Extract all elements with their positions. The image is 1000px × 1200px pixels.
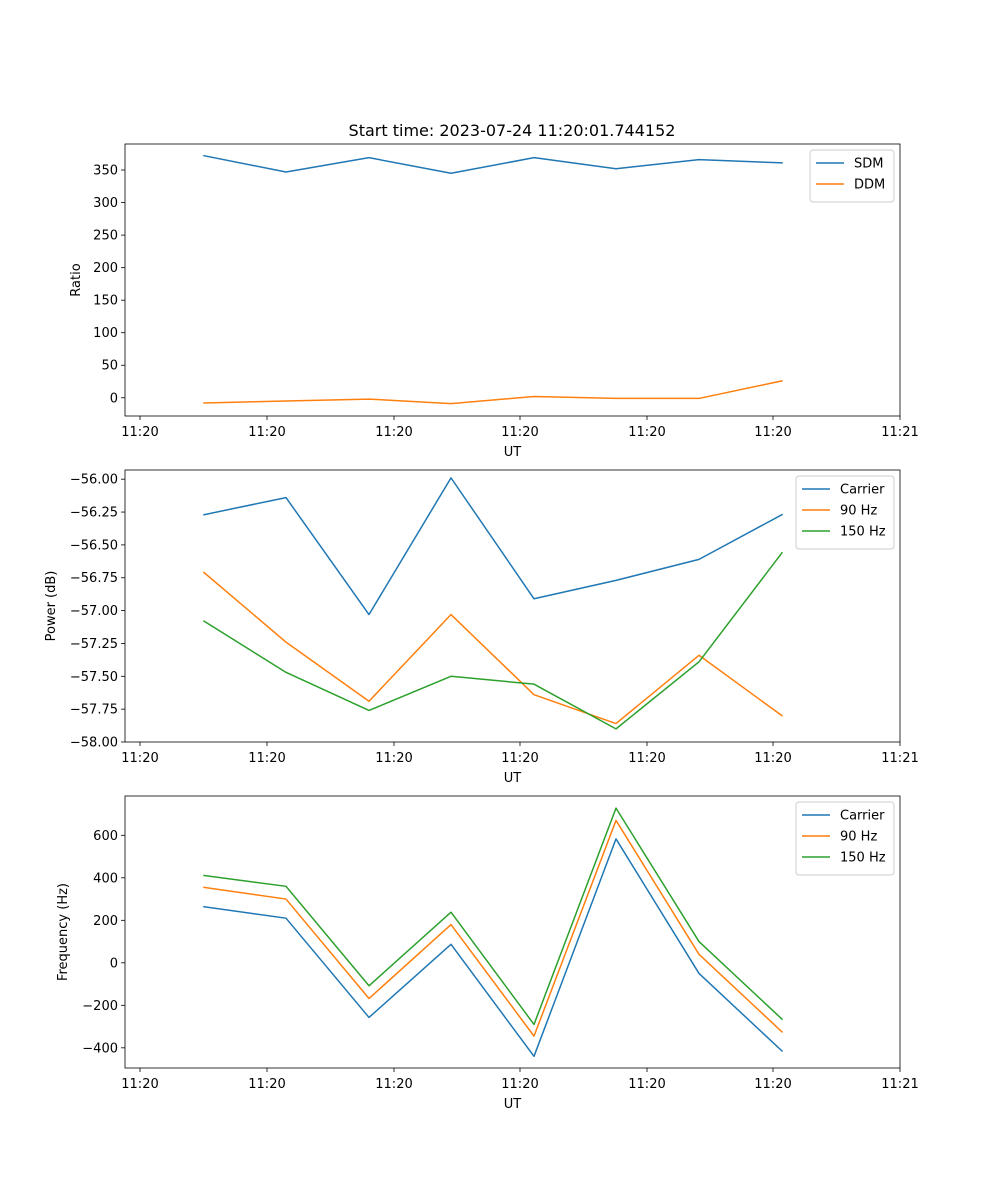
subplot-2: 11:20 11:20 11:20 11:20 11:20 11:20 11:21 −58.0… — [44, 469, 919, 786]
subplots: 11:20 11:20 11:20 11:20 11:20 11:20 11:21 0 50 10… — [44, 143, 919, 1112]
y-tick-label: −56.25 — [70, 506, 118, 521]
y-tick-label: 50 — [101, 359, 118, 374]
x-tick-label: 11:21 — [881, 425, 918, 440]
y-tick-label: 200 — [93, 914, 118, 929]
series-line-sdm — [203, 154, 783, 175]
y-axis-label: Frequency (Hz) — [56, 883, 71, 981]
x-tick-label: 11:20 — [375, 751, 412, 766]
legend-label-carrier: Carrier — [840, 809, 885, 824]
legend-label-carrier: Carrier — [840, 483, 885, 498]
y-tick-label: −56.00 — [70, 473, 118, 488]
x-tick-label: 11:20 — [754, 1077, 791, 1092]
x-tick-label: 11:20 — [248, 425, 285, 440]
x-tick-label: 11:20 — [121, 1077, 158, 1092]
y-tick-label: −57.25 — [70, 637, 118, 652]
x-tick-label: 11:20 — [628, 751, 665, 766]
x-tick-label: 11:20 — [375, 1077, 412, 1092]
y-axis-label: Ratio — [69, 263, 84, 296]
x-tick-label: 11:20 — [628, 1077, 665, 1092]
legend-label-150-hz: 150 Hz — [840, 525, 886, 540]
x-tick-label: 11:21 — [881, 751, 918, 766]
series-line-150-hz — [203, 807, 784, 1026]
legend: SDM DDM — [809, 149, 895, 203]
subplot-3: 11:20 11:20 11:20 11:20 11:20 11:20 11:21 −400 −… — [56, 795, 919, 1112]
legend: Carrier 90 Hz 150 Hz — [795, 801, 895, 876]
y-tick-label: −56.50 — [70, 538, 118, 553]
x-tick-label: 11:20 — [121, 751, 158, 766]
y-tick-label: 0 — [110, 956, 118, 971]
y-tick-label: 300 — [93, 196, 118, 211]
y-tick-label: −57.75 — [70, 703, 118, 718]
legend: Carrier 90 Hz 150 Hz — [795, 475, 895, 550]
series-line-90-hz — [203, 819, 784, 1037]
y-tick-label: 200 — [93, 261, 118, 276]
x-tick-label: 11:20 — [248, 751, 285, 766]
x-axis-label: UT — [504, 771, 522, 786]
y-tick-label: −58.00 — [70, 736, 118, 751]
y-tick-label: 100 — [93, 326, 118, 341]
axes-frame — [124, 143, 901, 417]
series-line-150-hz — [202, 551, 784, 730]
x-tick-label: 11:20 — [628, 425, 665, 440]
x-axis-label: UT — [504, 1097, 522, 1112]
axes-frame — [124, 469, 901, 743]
y-tick-label: 600 — [93, 829, 118, 844]
axes-frame — [124, 795, 901, 1069]
x-tick-label: 11:20 — [375, 425, 412, 440]
series-line-90-hz — [202, 571, 784, 725]
x-axis-label: UT — [504, 445, 522, 460]
y-tick-label: −57.50 — [70, 670, 118, 685]
y-tick-label: −200 — [82, 999, 118, 1014]
series-line-carrier — [203, 838, 784, 1058]
x-tick-label: 11:21 — [881, 1077, 918, 1092]
y-tick-label: 250 — [93, 229, 118, 244]
y-tick-label: −56.75 — [70, 571, 118, 586]
legend-label-ddm: DDM — [854, 178, 885, 193]
legend-label-90-hz: 90 Hz — [840, 830, 877, 845]
y-tick-label: −400 — [82, 1041, 118, 1056]
y-axis-label: Power (dB) — [44, 571, 59, 642]
x-tick-label: 11:20 — [754, 425, 791, 440]
y-tick-label: 150 — [93, 294, 118, 309]
x-tick-label: 11:20 — [248, 1077, 285, 1092]
y-tick-label: 400 — [93, 871, 118, 886]
x-tick-label: 11:20 — [501, 1077, 538, 1092]
legend-label-150-hz: 150 Hz — [840, 851, 886, 866]
y-tick-label: 0 — [110, 391, 118, 406]
subplot-1: 11:20 11:20 11:20 11:20 11:20 11:20 11:21 0 50 10… — [69, 143, 919, 460]
figure-title: Start time: 2023-07-24 11:20:01.744152 — [349, 121, 676, 140]
y-tick-label: −57.00 — [70, 604, 118, 619]
x-tick-label: 11:20 — [501, 425, 538, 440]
y-tick-label: 350 — [93, 164, 118, 179]
legend-label-90-hz: 90 Hz — [840, 504, 877, 519]
series-line-carrier — [203, 477, 784, 616]
x-tick-label: 11:20 — [121, 425, 158, 440]
series-line-ddm — [203, 379, 783, 405]
x-tick-label: 11:20 — [754, 751, 791, 766]
legend-label-sdm: SDM — [854, 157, 883, 172]
x-tick-label: 11:20 — [501, 751, 538, 766]
